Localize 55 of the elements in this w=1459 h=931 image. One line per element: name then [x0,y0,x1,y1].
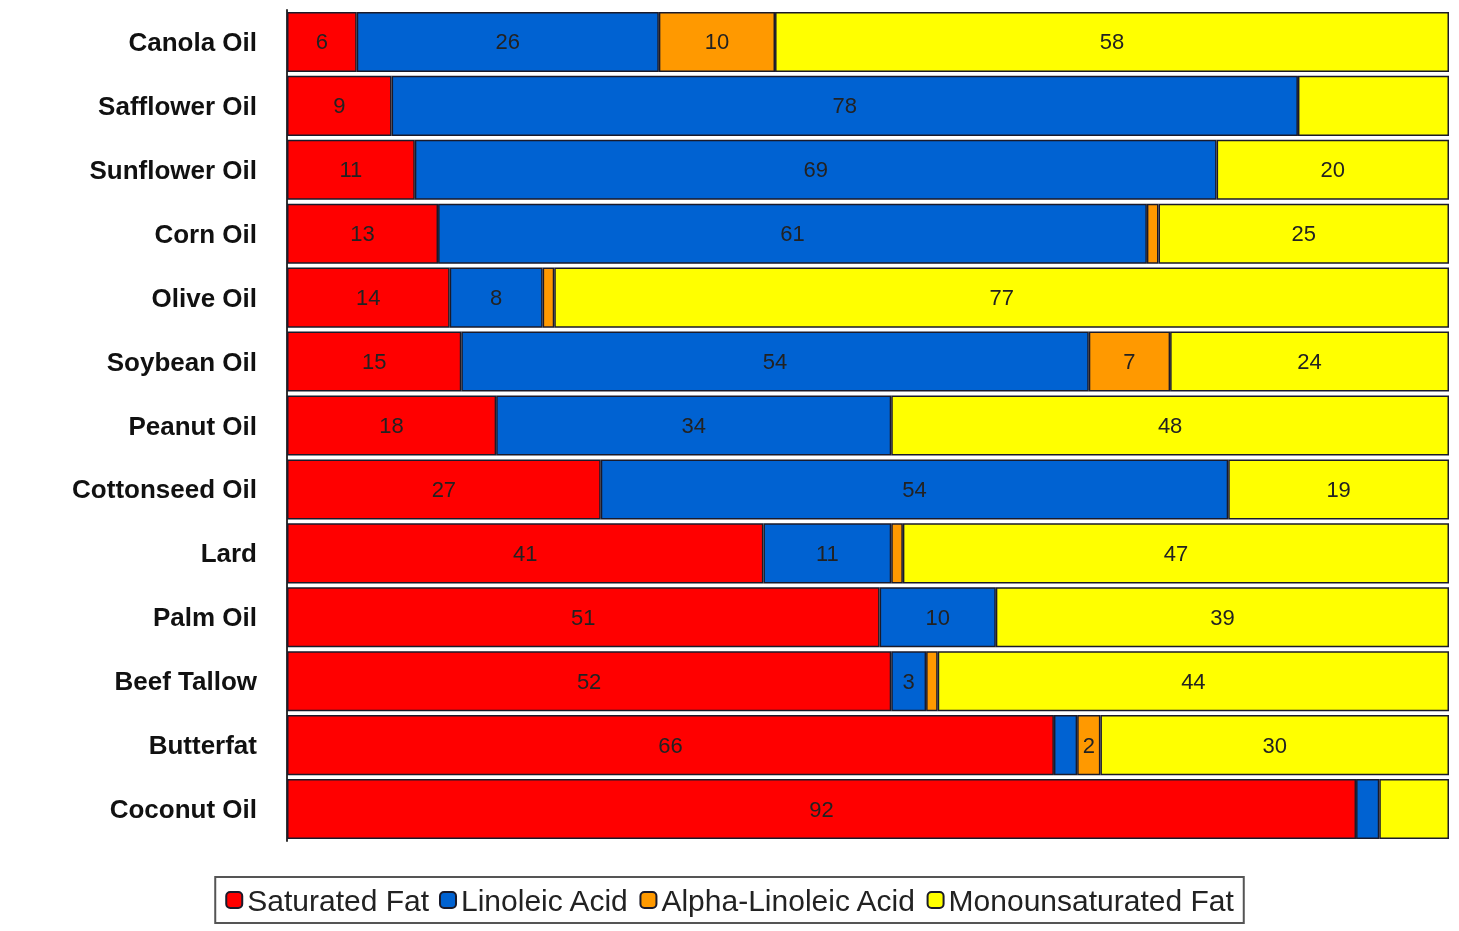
data-label: 10 [925,604,950,630]
legend-label: Monounsaturated Fat [948,883,1235,917]
data-label: 39 [1210,604,1235,630]
data-label: 34 [681,413,706,438]
data-label: 24 [1297,349,1322,375]
data-label: 51 [571,604,596,630]
y-tick-label: Safflower Oil [98,90,257,121]
data-label: 44 [1181,668,1206,694]
data-label: 25 [1291,221,1316,247]
data-label: 7 [1123,349,1136,375]
y-tick-label: Peanut Oil [128,410,257,441]
y-tick-label: Cottonseed Oil [72,474,257,505]
y-tick-label: Beef Tallow [114,666,258,697]
y-tick-label: Canola Oil [128,26,257,57]
data-label: 52 [576,668,602,694]
data-label: 2 [1082,732,1095,758]
y-tick-label: Coconut Oil [109,794,257,825]
data-label: 11 [339,157,363,183]
data-label: 9 [333,93,346,119]
data-label: 61 [780,221,805,247]
data-label: 11 [815,540,839,566]
data-label: 41 [512,540,538,566]
legend-label: Alpha-Linoleic Acid [661,883,915,917]
data-label: 20 [1320,157,1346,183]
y-tick-label: Butterfat [148,730,258,761]
data-label: 54 [762,349,788,375]
y-tick-label: Soybean Oil [106,346,257,377]
data-label: 10 [704,29,730,55]
data-label: 18 [379,413,404,438]
data-label: 66 [658,732,683,758]
y-tick-label: Lard [200,538,257,569]
data-label: 15 [361,349,387,375]
data-label: 27 [431,476,457,502]
data-label: 6 [315,29,328,55]
y-tick-label: Palm Oil [152,602,257,633]
data-label: 8 [490,285,503,311]
y-tick-label: Corn Oil [154,218,257,249]
data-label: 26 [495,29,521,55]
data-label: 48 [1157,413,1183,438]
data-label: 77 [989,285,1014,311]
y-tick-label: Olive Oil [151,282,257,313]
legend-label: Linoleic Acid [461,883,628,917]
data-label: 92 [809,796,834,822]
data-label: 30 [1262,732,1287,758]
data-label: 69 [803,157,828,183]
data-label: 3 [902,668,915,694]
data-label: 78 [832,93,857,119]
data-label: 54 [902,476,927,502]
data-label: 14 [356,285,381,311]
data-label: 47 [1163,540,1189,566]
data-label: 13 [350,221,375,247]
data-label: 58 [1099,29,1125,55]
data-label: 19 [1326,476,1351,502]
y-tick-label: Sunflower Oil [89,154,257,185]
legend-label: Saturated Fat [247,883,430,917]
